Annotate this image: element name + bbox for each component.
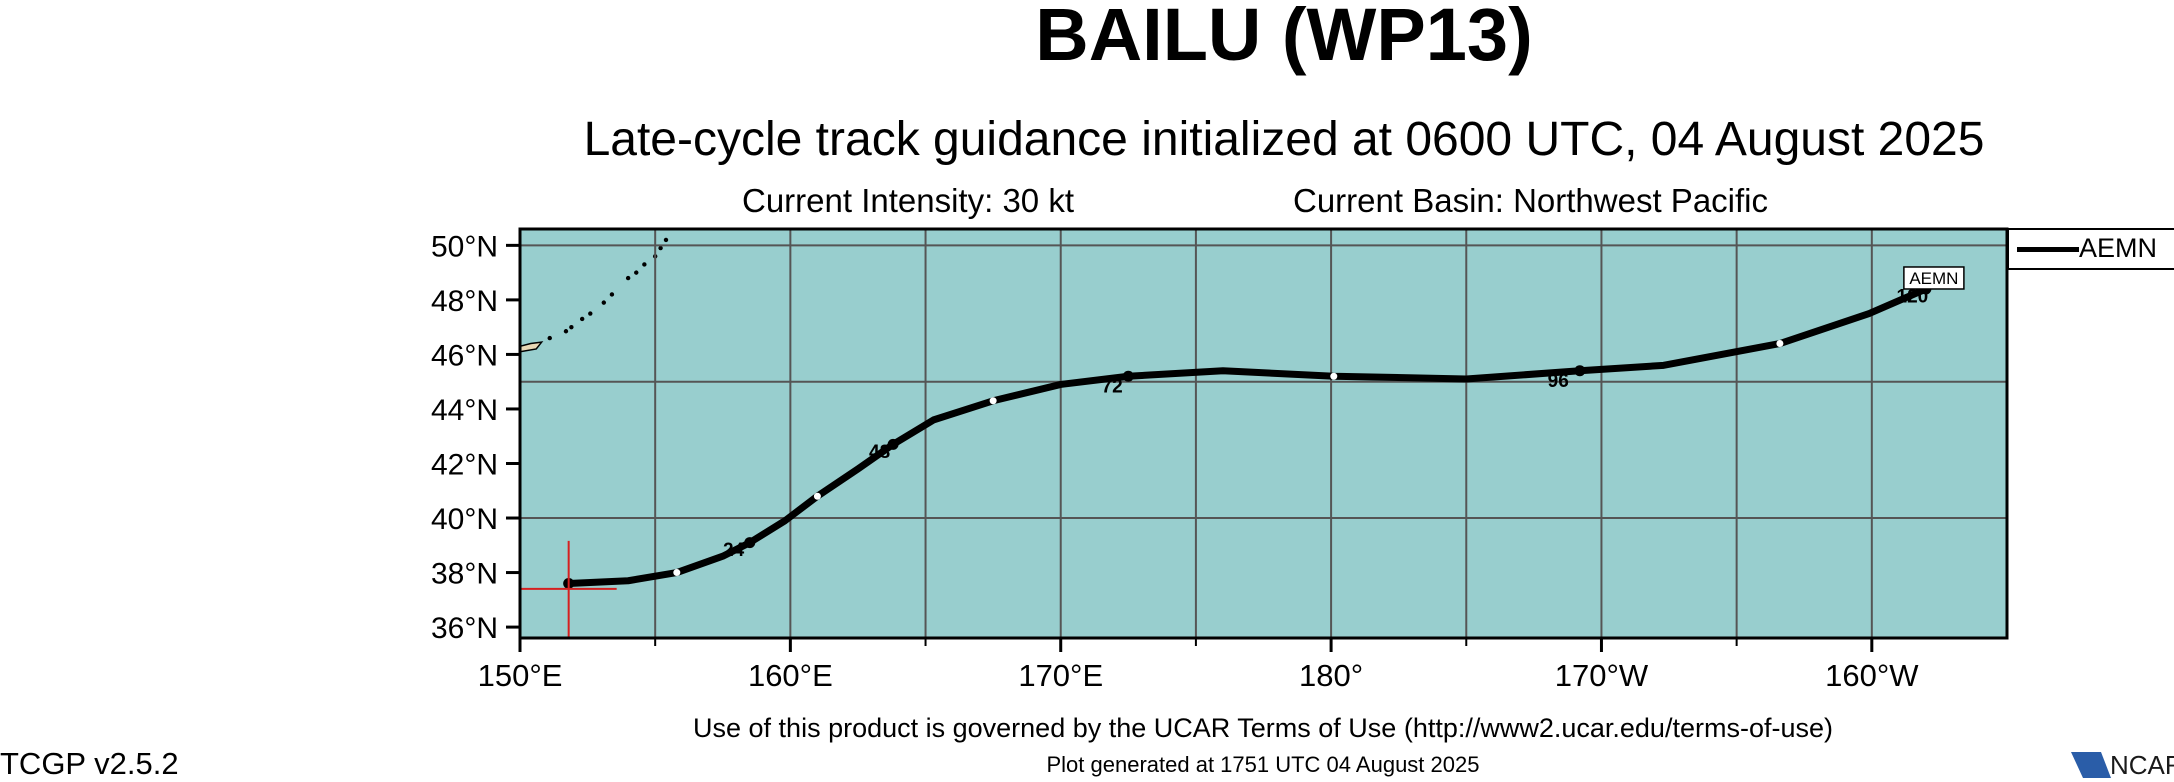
lat-tick-label: 48°N bbox=[431, 285, 498, 318]
ncar-logo-text: NCAR bbox=[2110, 750, 2174, 780]
terms-of-use-text: Use of this product is governed by the U… bbox=[693, 713, 1833, 743]
track-marker-12h bbox=[1776, 340, 1784, 348]
island bbox=[658, 245, 663, 251]
island bbox=[579, 316, 585, 322]
island bbox=[588, 311, 593, 316]
track-end-label-box bbox=[1903, 266, 1965, 290]
axis-ticks: 36°N 38°N 40°N 42°N 44°N 46°N 48°N 50°N 150°E 160… bbox=[431, 230, 1919, 693]
forecast-hour-label: 48 bbox=[869, 442, 890, 463]
lon-tick-label: 150°E bbox=[478, 658, 563, 693]
track-end-label: AEMN bbox=[1909, 269, 1958, 288]
version-label: TCGP v2.5.2 bbox=[0, 746, 179, 781]
track-layer: 24 48 72 96 120 bbox=[563, 283, 1932, 589]
legend-label-aemn: AEMN bbox=[2079, 233, 2158, 263]
plot-generated-text: Plot generated at 1751 UTC 04 August 202… bbox=[1046, 752, 1480, 777]
lon-tick-label: 160°E bbox=[748, 658, 833, 693]
lat-tick-label: 46°N bbox=[431, 339, 498, 372]
lon-tick-label: 170°E bbox=[1018, 658, 1103, 693]
island bbox=[663, 237, 669, 243]
page-subtitle: Late-cycle track guidance initialized at… bbox=[583, 113, 1985, 166]
track-marker bbox=[887, 438, 899, 450]
island bbox=[563, 329, 569, 334]
lon-tick-label: 160°W bbox=[1825, 658, 1919, 693]
legend: AEMN bbox=[2007, 228, 2174, 270]
current-basin: Current Basin: Northwest Pacific bbox=[1293, 182, 1769, 219]
track-marker bbox=[744, 537, 756, 549]
island bbox=[601, 300, 607, 305]
island bbox=[609, 292, 615, 297]
land-layer bbox=[520, 229, 672, 353]
island bbox=[547, 335, 552, 341]
lat-tick-label: 42°N bbox=[431, 448, 498, 481]
current-intensity: Current Intensity: 30 kt bbox=[742, 182, 1074, 219]
ncar-logo-icon bbox=[2071, 752, 2111, 778]
lat-tick-label: 38°N bbox=[431, 558, 498, 591]
landmass bbox=[520, 341, 544, 353]
lat-tick-label: 44°N bbox=[431, 394, 498, 427]
forecast-hour-label: 24 bbox=[723, 540, 745, 561]
lat-tick-label: 36°N bbox=[431, 612, 498, 645]
track-marker-12h bbox=[1330, 372, 1338, 380]
track-marker-12h bbox=[989, 397, 997, 405]
forecast-hour-label: 72 bbox=[1102, 376, 1123, 397]
legend-line-aemn bbox=[2017, 247, 2079, 252]
map-frame bbox=[518, 227, 2009, 640]
island bbox=[642, 262, 647, 267]
lat-tick-label: 40°N bbox=[431, 503, 498, 536]
track-marker bbox=[1574, 365, 1586, 377]
grid-layer bbox=[520, 229, 2007, 638]
island bbox=[569, 324, 574, 330]
lon-tick-label: 170°W bbox=[1555, 658, 1649, 693]
island bbox=[625, 275, 631, 281]
page-title: BAILU (WP13) bbox=[1035, 0, 1533, 76]
forecast-hour-label: 120 bbox=[1897, 286, 1929, 307]
forecast-hour-label: 96 bbox=[1548, 371, 1569, 392]
island bbox=[634, 270, 639, 275]
lat-tick-label: 50°N bbox=[431, 230, 498, 263]
track-marker-12h bbox=[673, 569, 681, 577]
track-marker-12h bbox=[813, 492, 821, 500]
lon-tick-label: 180° bbox=[1299, 658, 1363, 693]
ocean-background bbox=[520, 229, 2007, 638]
track-marker bbox=[1122, 370, 1134, 382]
current-position-layer bbox=[520, 540, 617, 638]
